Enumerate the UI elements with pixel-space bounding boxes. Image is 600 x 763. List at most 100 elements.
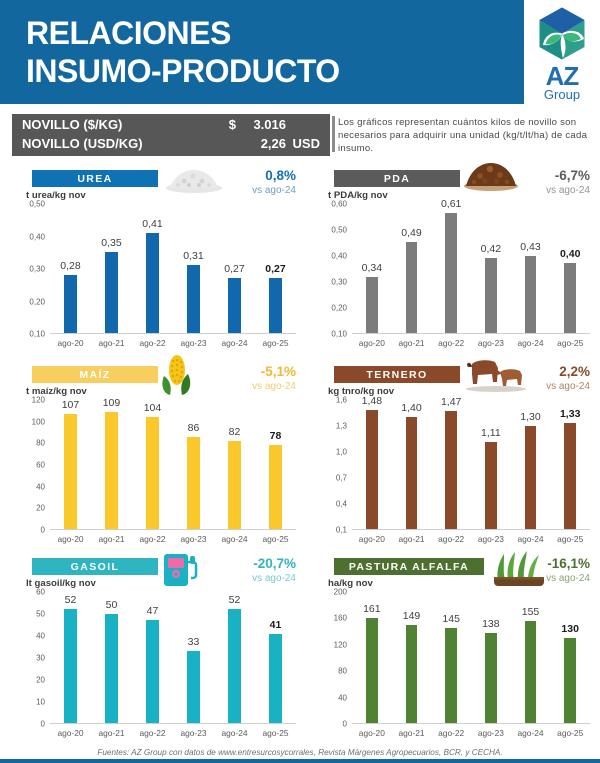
bar-slot: 130 (550, 592, 590, 723)
bar-value-label: 0,35 (101, 237, 122, 250)
bar[interactable]: 0,27 (265, 263, 286, 333)
bar-value-label: 155 (521, 606, 540, 619)
bar[interactable]: 41 (269, 619, 282, 723)
bar-slot: 0,35 (91, 204, 132, 333)
bar-slot: 52 (50, 592, 91, 723)
x-tick-label: ago-22 (139, 534, 166, 544)
change-indicator-urea: 0,8% vs ago-24 (252, 168, 296, 198)
bar[interactable]: 0,49 (401, 227, 422, 333)
bar[interactable]: 33 (187, 636, 200, 723)
bar-slot: 0,27 (214, 204, 255, 333)
bar-value-label: 161 (363, 602, 381, 615)
change-indicator-alfalfa: -16,1% vs ago-24 (546, 556, 590, 586)
bar-value-label: 0,27 (265, 263, 286, 276)
bar-chart-ternero: 1,6 1,3 1,0 0,7 0,4 0,1 1,48 1,40 1,47 1,11 1,30 1,… (324, 395, 590, 552)
chart-panel-ternero: TERNERO 2,2% vs ago-24 kg tnro/kg nov 1,6 1,3… (312, 360, 594, 552)
bar[interactable]: 50 (105, 599, 118, 723)
change-value: 0,8% (265, 168, 296, 183)
bar[interactable]: 0,41 (142, 218, 163, 333)
bar[interactable]: 52 (228, 594, 241, 723)
bar[interactable]: 1,11 (481, 427, 501, 529)
bar[interactable]: 145 (442, 613, 460, 723)
bar[interactable]: 78 (269, 430, 282, 529)
bar[interactable]: 155 (522, 606, 539, 723)
bar[interactable]: 0,40 (560, 248, 580, 333)
x-tick-label: ago-22 (139, 338, 166, 348)
plot-area: 0,28 0,35 0,41 0,31 0,27 0,27 (50, 204, 296, 334)
y-tick-label: 80 (36, 438, 45, 448)
change-reference: vs ago-24 (252, 185, 296, 196)
bar[interactable]: 0,31 (183, 250, 204, 333)
x-axis: ago-20 ago-21 ago-22 ago-23 ago-24 ago-25 (352, 724, 590, 746)
bar[interactable]: 104 (144, 402, 161, 529)
bar-value-label: 1,33 (559, 408, 581, 421)
bar[interactable]: 130 (561, 623, 579, 723)
y-tick-label: 20 (36, 503, 45, 513)
x-axis: ago-20 ago-21 ago-22 ago-23 ago-24 ago-25 (50, 530, 296, 552)
x-tick-label: ago-20 (358, 534, 385, 544)
bar-value-label: 0,34 (361, 261, 383, 274)
y-axis: 60 50 40 30 20 10 0 (22, 588, 48, 729)
chart-badge-alfalfa: PASTURA ALFALFA (334, 558, 484, 575)
y-tick-label: 0,20 (331, 303, 347, 313)
bar-value-label: 0,43 (520, 240, 541, 253)
bar[interactable]: 0,42 (481, 243, 501, 333)
phosphate-granules-icon (460, 158, 522, 192)
bar-slot: 149 (392, 592, 432, 723)
page-title: RELACIONES INSUMO-PRODUCTO (26, 14, 340, 90)
bar-value-label: 104 (143, 402, 162, 415)
bar[interactable]: 0,34 (362, 262, 382, 333)
y-tick-label: 30 (36, 653, 45, 663)
x-tick-label: ago-21 (98, 534, 125, 544)
change-reference: vs ago-24 (252, 573, 296, 584)
price-label: NOVILLO (USD/KG) (22, 136, 143, 151)
bar-slot: 50 (91, 592, 132, 723)
x-tick-label: ago-20 (57, 728, 84, 738)
bar[interactable]: 82 (228, 426, 241, 529)
bar-slot: 82 (214, 400, 255, 529)
bar-slot: 78 (255, 400, 296, 529)
bar-value-label: 0,41 (142, 218, 163, 231)
bar[interactable]: 86 (187, 422, 200, 529)
bar[interactable]: 0,28 (60, 260, 81, 333)
bar[interactable]: 0,43 (520, 241, 541, 333)
x-tick-label: ago-21 (98, 338, 125, 348)
price-label: NOVILLO ($/KG) (22, 117, 123, 132)
bar[interactable]: 149 (403, 610, 420, 723)
bar-slot: 0,41 (132, 204, 173, 333)
x-tick-label: ago-21 (398, 534, 425, 544)
bar-value-label: 138 (482, 617, 500, 630)
y-tick-label: 40 (338, 693, 347, 703)
y-tick-label: 60 (36, 460, 45, 470)
bar[interactable]: 0,35 (101, 237, 122, 333)
bar-chart-pda: 0,60 0,50 0,40 0,30 0,20 0,10 0,34 0,49 0,61 0,42… (324, 198, 590, 356)
bar-slot: 0,40 (550, 204, 590, 333)
bar[interactable]: 138 (482, 618, 500, 723)
bar[interactable]: 47 (146, 605, 159, 723)
bar[interactable]: 1,30 (520, 411, 541, 529)
price-value: 3.016 (253, 117, 286, 132)
bar-slot: 0,49 (392, 204, 432, 333)
change-indicator-maiz: -5,1% vs ago-24 (252, 364, 296, 394)
y-tick-label: 1,6 (335, 395, 347, 405)
bar[interactable]: 0,27 (224, 263, 245, 333)
x-tick-label: ago-20 (358, 728, 385, 738)
bar[interactable]: 52 (64, 594, 77, 723)
chart-badge-pda: PDA (334, 170, 460, 187)
change-value: 2,2% (559, 364, 590, 379)
bar-value-label: 0,27 (224, 263, 245, 276)
bar[interactable]: 0,61 (441, 198, 461, 333)
bar[interactable]: 109 (103, 397, 120, 529)
bar[interactable]: 1,40 (401, 402, 422, 529)
bar[interactable]: 161 (363, 603, 381, 723)
bar[interactable]: 1,48 (362, 395, 382, 529)
bar-slot: 86 (173, 400, 214, 529)
bar-value-label: 52 (64, 594, 77, 607)
chart-badge-gasoil: GASOIL (32, 558, 158, 575)
change-indicator-pda: -6,7% vs ago-24 (546, 168, 590, 198)
bar[interactable]: 107 (62, 399, 79, 529)
bar[interactable]: 1,33 (560, 408, 580, 529)
description-accent-bar (332, 116, 335, 152)
bar[interactable]: 1,47 (441, 396, 461, 529)
